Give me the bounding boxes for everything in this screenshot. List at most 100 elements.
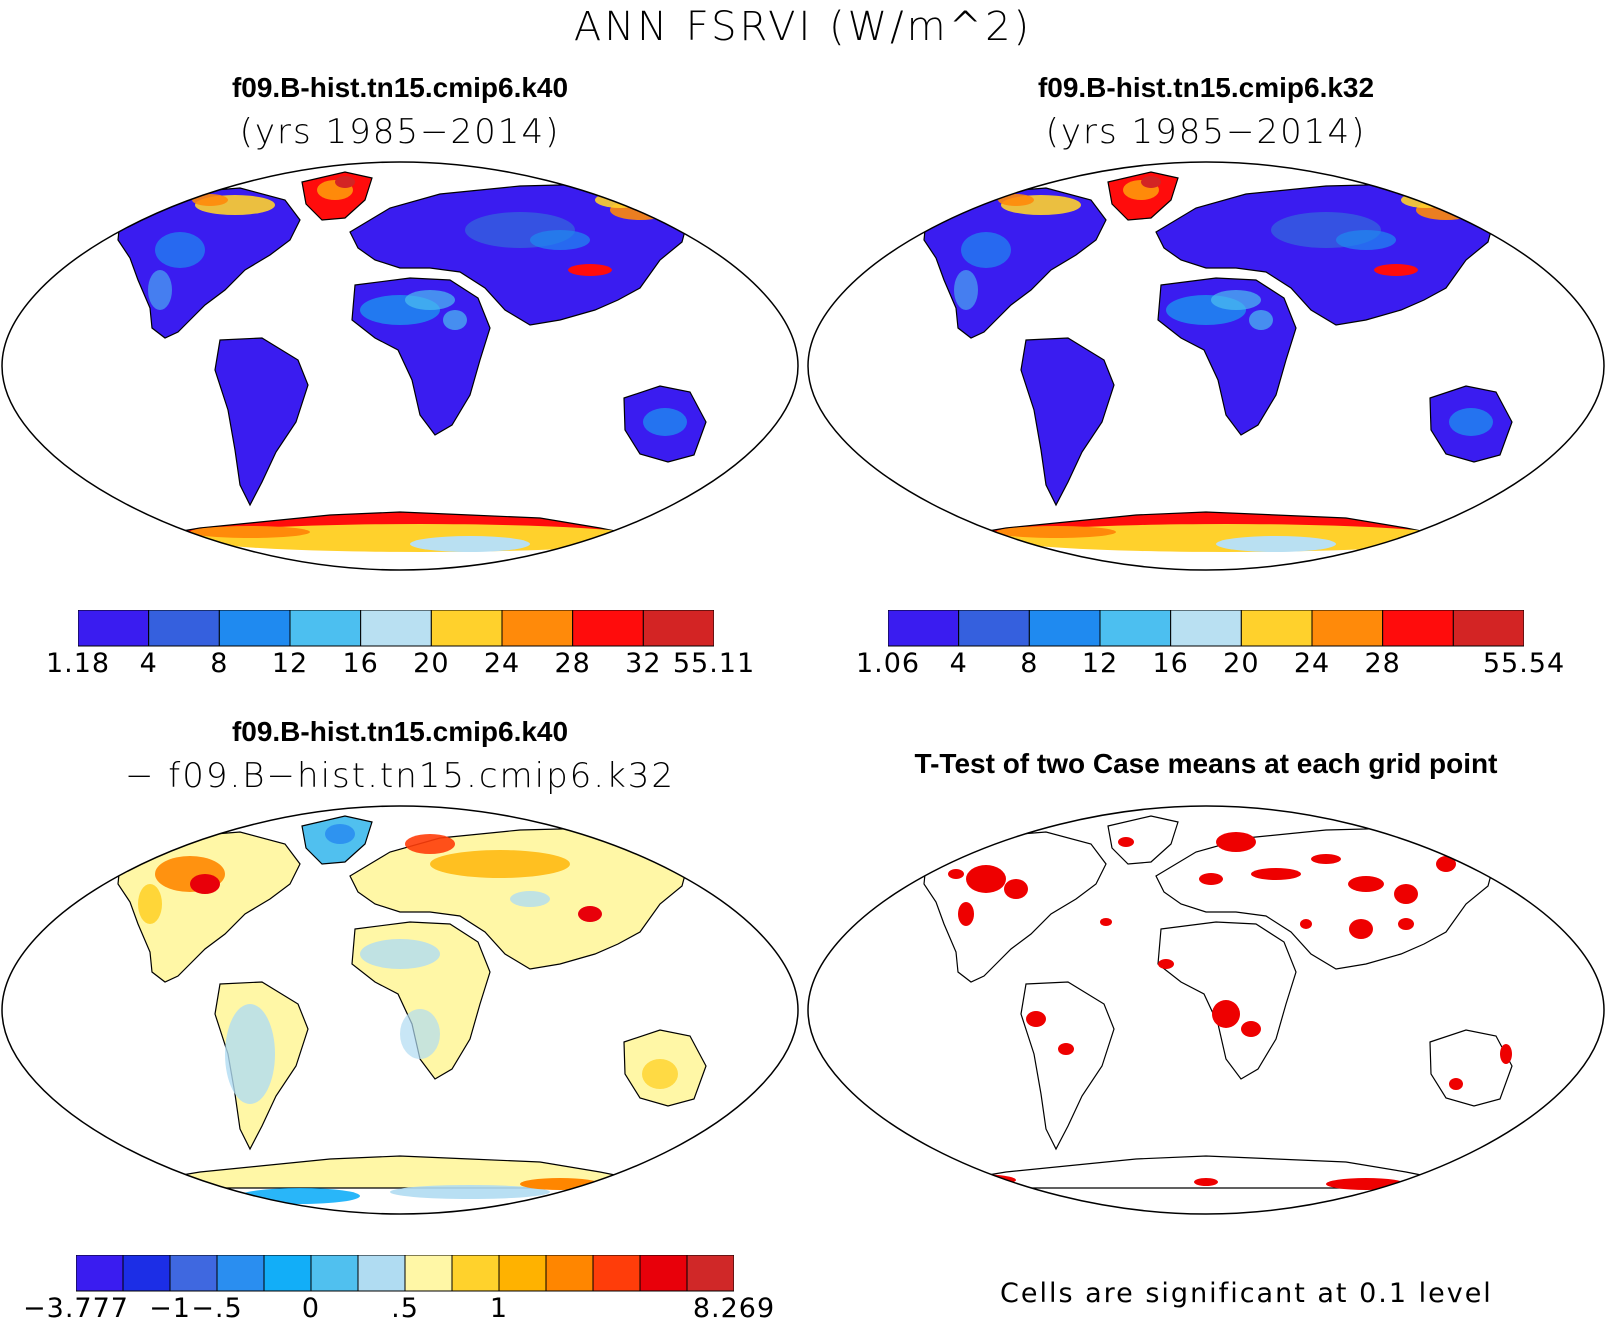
colorbar-case2-swatch-6 xyxy=(1311,610,1384,647)
colorbar-difference-label: .5 xyxy=(391,1293,419,1324)
map-ttest xyxy=(807,805,1605,1215)
colorbar-difference-swatch-7 xyxy=(404,1255,453,1292)
colorbar-case1-label: 20 xyxy=(413,648,450,679)
greenland-detail-1 xyxy=(335,176,355,188)
diff-field-13 xyxy=(325,824,355,844)
significant-cell-4 xyxy=(1216,832,1256,852)
colorbar-difference-swatch-0 xyxy=(76,1255,124,1292)
panel4-title: T-Test of two Case means at each grid po… xyxy=(914,748,1498,779)
colorbar-case1-label: 1.18 xyxy=(45,648,111,679)
significant-cell-25 xyxy=(1300,919,1312,929)
field-6 xyxy=(1449,408,1493,436)
colorbar-difference-swatch-8 xyxy=(451,1255,500,1292)
significant-cell-0 xyxy=(966,865,1006,893)
south-america xyxy=(1020,337,1115,507)
panel2-title: f09.B-hist.tn15.cmip6.k32 xyxy=(1037,72,1375,103)
diff-field-14 xyxy=(510,891,550,907)
colorbar-difference-label: 0 xyxy=(301,1293,321,1324)
colorbar-case2-label: 8 xyxy=(1020,648,1039,679)
significant-cell-8 xyxy=(1348,876,1384,892)
field-11 xyxy=(1374,264,1418,276)
panel3-subtitle: − f09.B−hist.tn15.cmip6.k32 xyxy=(124,756,676,796)
map-case2 xyxy=(807,161,1605,571)
eurasia xyxy=(349,183,691,326)
colorbar-case1 xyxy=(78,610,714,647)
diff-field-7 xyxy=(360,939,440,969)
colorbar-case2-label: 12 xyxy=(1081,648,1119,679)
significant-cell-20 xyxy=(936,1174,1016,1186)
field-12 xyxy=(443,310,467,330)
diff-field-8 xyxy=(400,1009,440,1059)
colorbar-case2-swatch-4 xyxy=(1170,610,1242,647)
diff-field-10 xyxy=(390,1185,550,1199)
colorbar-difference-swatch-2 xyxy=(169,1255,218,1292)
colorbar-case1-label: 4 xyxy=(139,648,158,679)
diff-field-2 xyxy=(138,884,162,924)
colorbar-case1-swatch-7 xyxy=(572,610,644,647)
colorbar-case1-swatch-6 xyxy=(501,610,574,647)
colorbar-case1-swatch-0 xyxy=(78,610,150,647)
diff-field-12 xyxy=(642,1059,678,1089)
colorbar-case1-swatch-1 xyxy=(148,610,220,647)
colorbar-case1-label: 55.11 xyxy=(672,648,756,679)
colorbar-case1-swatch-8 xyxy=(642,610,714,647)
significant-cell-16 xyxy=(1058,1043,1074,1055)
field-5 xyxy=(148,270,172,310)
colorbar-case1-label: 8 xyxy=(210,648,229,679)
field-5 xyxy=(954,270,978,310)
field-1 xyxy=(405,290,455,310)
diff-field-3 xyxy=(405,834,455,854)
colorbar-case2-label: 4 xyxy=(949,648,968,679)
significant-cell-6 xyxy=(1251,868,1301,880)
colorbar-case1-label: 12 xyxy=(271,648,309,679)
significant-cell-1 xyxy=(1004,879,1028,899)
colorbar-case1-label: 28 xyxy=(554,648,591,679)
significant-cell-10 xyxy=(1436,856,1456,872)
significant-cell-14 xyxy=(1158,959,1174,969)
colorbar-case2-swatch-1 xyxy=(958,610,1030,647)
panel3-title: f09.B-hist.tn15.cmip6.k40 xyxy=(231,716,569,747)
south-america xyxy=(214,337,309,507)
significant-cell-13 xyxy=(1241,1021,1261,1037)
field-4 xyxy=(155,232,205,268)
significant-cell-11 xyxy=(1349,919,1373,939)
australia-region xyxy=(1429,1029,1513,1107)
colorbar-difference-swatch-4 xyxy=(263,1255,312,1292)
colorbar-difference-swatch-3 xyxy=(216,1255,265,1292)
diff-field-1 xyxy=(190,874,220,894)
colorbar-difference-swatch-5 xyxy=(310,1255,359,1292)
colorbar-case2-label: 55.54 xyxy=(1482,648,1566,679)
map-case1 xyxy=(1,161,799,571)
southAmerica-region xyxy=(1020,981,1115,1151)
antarctica-detail-2 xyxy=(190,526,310,538)
panel1-title: f09.B-hist.tn15.cmip6.k40 xyxy=(231,72,569,103)
diff-field-5 xyxy=(578,906,602,922)
significant-cell-3 xyxy=(948,869,964,879)
colorbar-case1-label: 32 xyxy=(625,648,662,679)
colorbar-difference-swatch-10 xyxy=(545,1255,594,1292)
colorbar-difference-label: 1 xyxy=(489,1293,509,1324)
significant-cell-24 xyxy=(1398,918,1414,930)
colorbar-case2-swatch-5 xyxy=(1240,610,1313,647)
significant-cell-15 xyxy=(1026,1011,1046,1027)
significant-cell-12 xyxy=(1212,1000,1240,1028)
northAmerica-region xyxy=(923,831,1107,983)
colorbar-difference-swatch-1 xyxy=(122,1255,171,1292)
field-4 xyxy=(961,232,1011,268)
colorbar-case1-swatch-5 xyxy=(430,610,503,647)
map-difference xyxy=(1,805,799,1215)
field-6 xyxy=(643,408,687,436)
map-frame xyxy=(1,161,799,571)
colorbar-case2-label: 24 xyxy=(1293,648,1331,679)
colorbar-difference-label: −1 xyxy=(149,1293,191,1324)
colorbar-case2-label: 20 xyxy=(1223,648,1260,679)
significant-cell-17 xyxy=(1449,1078,1463,1090)
field-10 xyxy=(192,194,228,206)
colorbar-case2-swatch-2 xyxy=(1028,610,1101,647)
greenland-region xyxy=(1107,815,1179,865)
colorbar-case2-label: 28 xyxy=(1364,648,1401,679)
colorbar-difference xyxy=(76,1255,734,1292)
field-1 xyxy=(1211,290,1261,310)
field-8 xyxy=(1401,192,1451,208)
colorbar-difference-label: −3.777 xyxy=(23,1293,129,1324)
